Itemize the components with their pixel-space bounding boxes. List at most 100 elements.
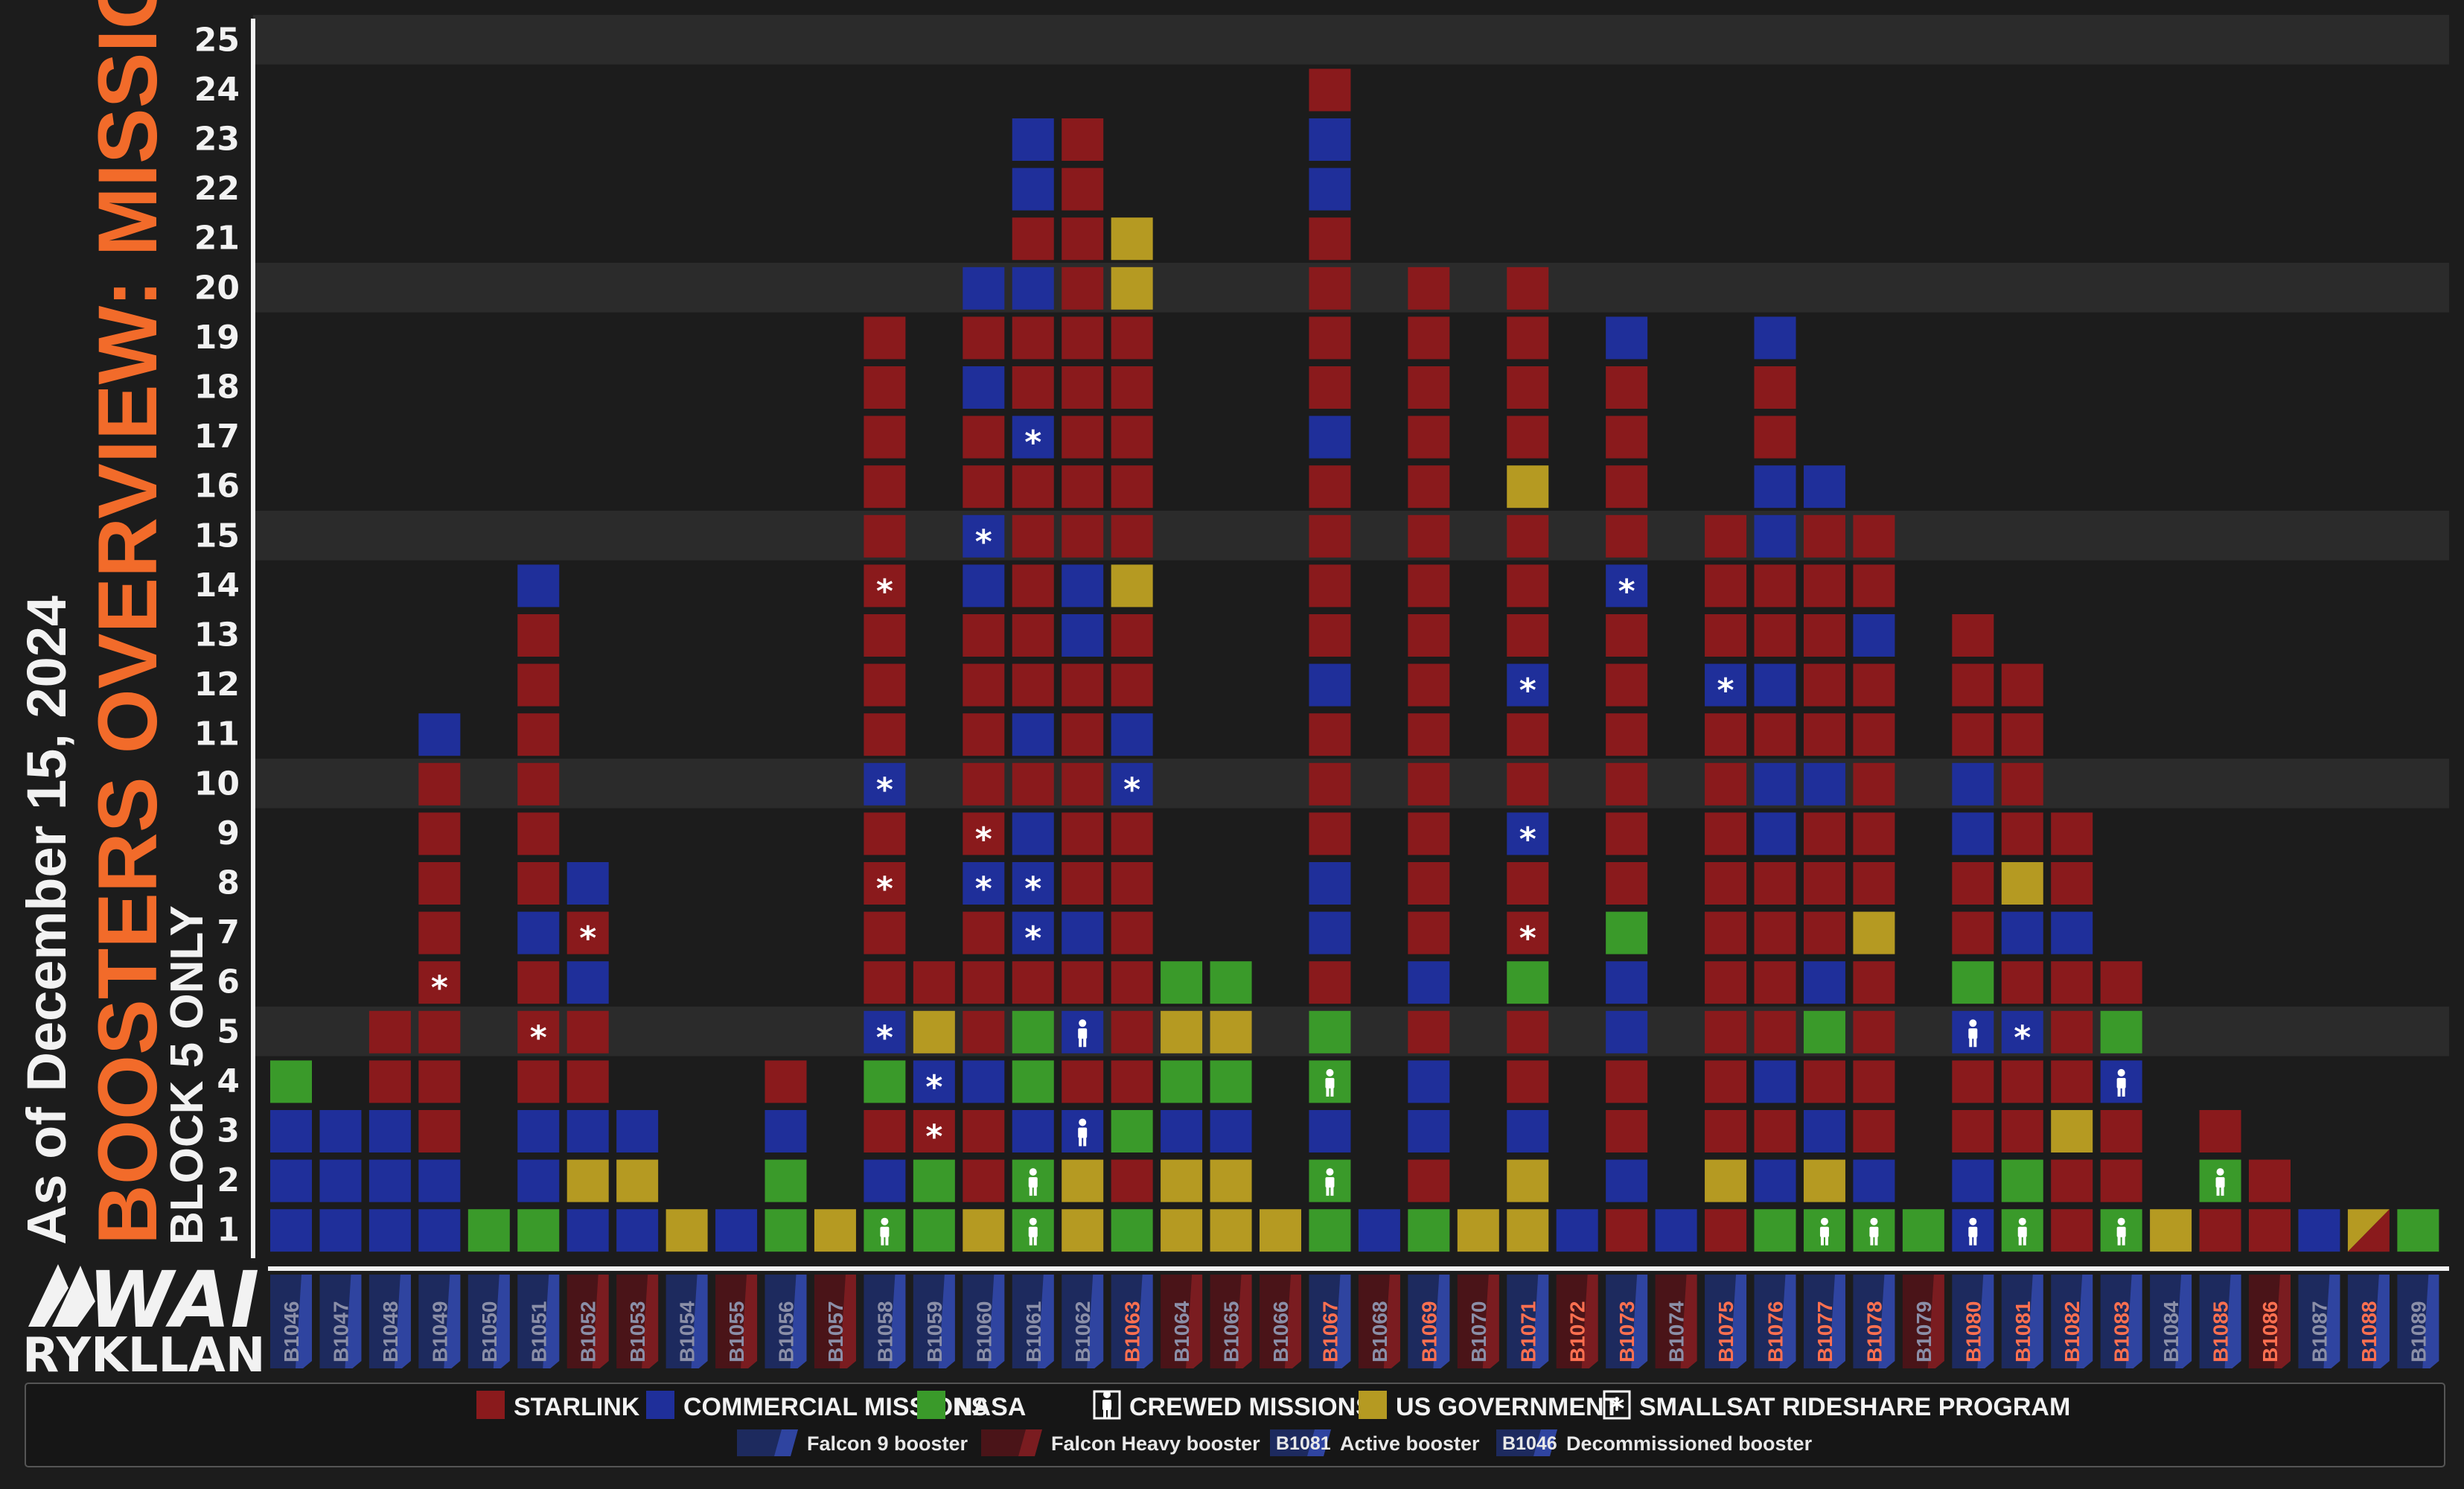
mission-cell	[1012, 911, 1054, 954]
mission-cell	[2001, 812, 2043, 855]
booster-tag-stripe	[790, 1275, 807, 1368]
crewed-icon-head	[1029, 1217, 1037, 1225]
crewed-icon-leg	[2023, 1236, 2026, 1246]
booster-column-B1078	[1853, 514, 1895, 1252]
mission-cell	[1111, 217, 1153, 261]
booster-column-B1076	[1754, 316, 1796, 1252]
mission-cell	[963, 812, 1005, 855]
row-band-10	[253, 759, 2449, 809]
mission-cell	[418, 762, 461, 806]
booster-tag-stripe	[938, 1275, 955, 1368]
mission-cell	[814, 1209, 856, 1252]
booster-label: B1061	[1022, 1301, 1045, 1362]
y-tick-label: 14	[194, 567, 240, 605]
mission-cell	[418, 1110, 461, 1152]
logo-bottom-text: RYKLLAN	[22, 1328, 265, 1383]
y-tick-label: 15	[194, 517, 240, 555]
crewed-icon-leg	[1870, 1236, 1874, 1246]
mission-cell	[1705, 1060, 1747, 1103]
booster-column-B1087	[2298, 1209, 2340, 1252]
booster-tag-stripe	[296, 1275, 312, 1368]
booster-tag-stripe	[1581, 1275, 1598, 1368]
rideshare-star-icon: *	[1024, 424, 1041, 462]
mission-cell	[1111, 1110, 1153, 1152]
mission-cell	[2100, 1159, 2142, 1202]
mission-cell	[1803, 1159, 1845, 1202]
booster-column-B1081: *	[2001, 663, 2043, 1252]
mission-cell	[2001, 1060, 2043, 1103]
booster-label: B1065	[1220, 1301, 1243, 1362]
mission-cell	[418, 1209, 461, 1252]
crewed-icon-leg	[1330, 1187, 1334, 1196]
mission-cell	[1754, 911, 1796, 954]
mission-cell	[864, 812, 906, 855]
booster-column-B1074	[1655, 1209, 1697, 1252]
booster-column-B1059: **	[913, 961, 955, 1252]
mission-cell	[765, 1209, 807, 1252]
mission-cell	[1606, 614, 1648, 657]
booster-label: B1075	[1714, 1301, 1737, 1362]
booster-column-B1052: *	[566, 862, 609, 1252]
booster-label: B1060	[972, 1301, 995, 1362]
mission-cell	[566, 961, 609, 1004]
booster-tag-stripe	[394, 1275, 411, 1368]
booster-label: B1053	[626, 1301, 649, 1362]
mission-cell	[666, 1209, 708, 1252]
mission-cell	[566, 1060, 609, 1103]
mission-cell	[715, 1209, 758, 1252]
legend-swatch-starlink	[476, 1391, 505, 1419]
mission-cell	[1952, 713, 1994, 756]
booster-column-B1047	[319, 1110, 362, 1252]
mission-cell	[1309, 911, 1351, 954]
booster-label: B1071	[1516, 1301, 1539, 1362]
mission-cell	[319, 1110, 362, 1152]
mission-cell	[1062, 118, 1104, 161]
mission-cell	[2001, 762, 2043, 806]
legend-swatch-usgov	[1359, 1391, 1387, 1419]
booster-column-B1086	[2249, 1159, 2291, 1252]
mission-cell	[864, 614, 906, 657]
mission-cell	[2199, 1209, 2241, 1252]
y-tick-label: 13	[194, 616, 240, 654]
mission-cell	[1408, 514, 1450, 558]
mission-cell	[864, 465, 906, 508]
mission-cell	[1309, 168, 1351, 211]
mission-cell	[963, 1209, 1005, 1252]
mission-cell	[1507, 614, 1549, 657]
booster-label: B1079	[1912, 1301, 1935, 1362]
booster-label: B1088	[2358, 1301, 2381, 1362]
mission-cell	[270, 1159, 312, 1202]
crewed-icon-leg	[2122, 1087, 2125, 1097]
crewed-icon-head	[2117, 1068, 2125, 1077]
mission-cell	[1507, 514, 1549, 558]
mission-cell	[864, 1110, 906, 1152]
mission-cell	[1062, 564, 1104, 608]
crewed-icon-leg	[1033, 1187, 1037, 1196]
mission-cell	[1705, 1110, 1747, 1152]
mission-cell	[1606, 465, 1648, 508]
mission-cell	[1803, 1010, 1845, 1053]
mission-cell	[1210, 1159, 1252, 1202]
mission-cell	[963, 415, 1005, 459]
booster-column-B1082	[2051, 812, 2093, 1252]
mission-cell	[517, 911, 560, 954]
mission-cell	[1062, 267, 1104, 310]
mission-cell	[963, 762, 1005, 806]
mission-cell	[1309, 663, 1351, 707]
booster-tag-stripe	[889, 1275, 906, 1368]
mission-cell	[1210, 1209, 1252, 1252]
booster-column-B1063: *	[1111, 217, 1153, 1252]
mission-cell	[963, 564, 1005, 608]
crewed-icon-head	[2117, 1217, 2125, 1225]
crewed-icon-leg	[1326, 1187, 1330, 1196]
mission-cell	[1803, 465, 1845, 508]
mission-cell	[1507, 564, 1549, 608]
mission-cell	[319, 1159, 362, 1202]
crewed-icon-leg	[1326, 1087, 1330, 1097]
legend-sample-label: B1081	[1276, 1433, 1331, 1454]
booster-column-B1075: *	[1705, 514, 1747, 1252]
mission-cell	[1853, 1060, 1895, 1103]
mission-cell	[2249, 1209, 2291, 1252]
booster-column-B1079	[1902, 1209, 1944, 1252]
